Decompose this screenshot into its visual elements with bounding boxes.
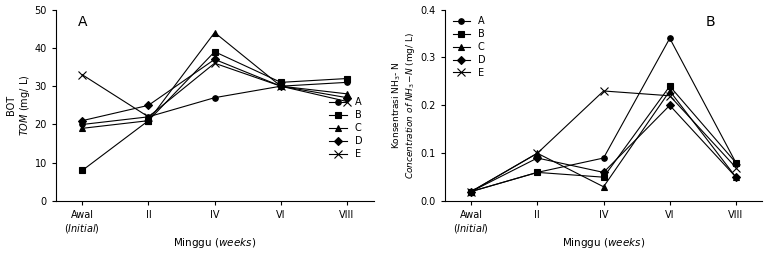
A (343, 81, 352, 84)
C (466, 190, 475, 193)
E (210, 62, 219, 65)
E (78, 73, 87, 76)
C (533, 152, 542, 155)
D (599, 171, 608, 174)
Y-axis label: Konsentrasi NH$_3$- N
$\it{Concentration\ of\ NH_3\!-\!N}$ (mg/ L): Konsentrasi NH$_3$- N $\it{Concentration… (390, 32, 418, 179)
C (665, 89, 674, 92)
A (78, 123, 87, 126)
D (665, 104, 674, 107)
X-axis label: Minggu $\it{(weeks)}$: Minggu $\it{(weeks)}$ (173, 237, 257, 250)
D (210, 58, 219, 61)
B (78, 169, 87, 172)
C (731, 176, 740, 179)
E (343, 100, 352, 103)
E (276, 85, 286, 88)
A (665, 37, 674, 40)
Line: E: E (467, 87, 740, 196)
Line: D: D (79, 57, 349, 123)
Line: A: A (468, 36, 739, 194)
C (78, 127, 87, 130)
B (466, 190, 475, 193)
Line: E: E (78, 59, 351, 121)
A (533, 171, 542, 174)
Line: D: D (468, 103, 739, 194)
Text: B: B (705, 15, 715, 29)
B (599, 176, 608, 179)
E (533, 152, 542, 155)
D (78, 119, 87, 122)
Line: A: A (79, 80, 349, 127)
C (144, 119, 153, 122)
D (144, 104, 153, 107)
Line: B: B (468, 83, 739, 194)
Y-axis label: BOT
$\it{TOM}$ (mg/ L): BOT $\it{TOM}$ (mg/ L) (5, 75, 31, 136)
B (731, 161, 740, 164)
E (466, 190, 475, 193)
B (343, 77, 352, 80)
E (599, 89, 608, 92)
D (533, 156, 542, 159)
A (466, 190, 475, 193)
C (343, 92, 352, 95)
D (276, 85, 286, 88)
Legend: A, B, C, D, E: A, B, C, D, E (452, 16, 485, 78)
A (276, 85, 286, 88)
A (599, 156, 608, 159)
C (599, 185, 608, 188)
Line: C: C (468, 88, 740, 195)
D (466, 190, 475, 193)
A (144, 115, 153, 118)
E (665, 94, 674, 97)
Line: B: B (79, 49, 349, 173)
A (210, 96, 219, 99)
B (144, 119, 153, 122)
Legend: A, B, C, D, E: A, B, C, D, E (329, 98, 362, 159)
B (533, 171, 542, 174)
B (665, 85, 674, 88)
D (731, 176, 740, 179)
C (210, 31, 219, 34)
E (144, 115, 153, 118)
D (343, 96, 352, 99)
E (731, 166, 740, 169)
A (731, 161, 740, 164)
Text: A: A (78, 15, 88, 29)
Line: C: C (79, 29, 350, 132)
X-axis label: Minggu $\it{(weeks)}$: Minggu $\it{(weeks)}$ (562, 237, 645, 250)
C (276, 85, 286, 88)
B (276, 81, 286, 84)
B (210, 50, 219, 53)
